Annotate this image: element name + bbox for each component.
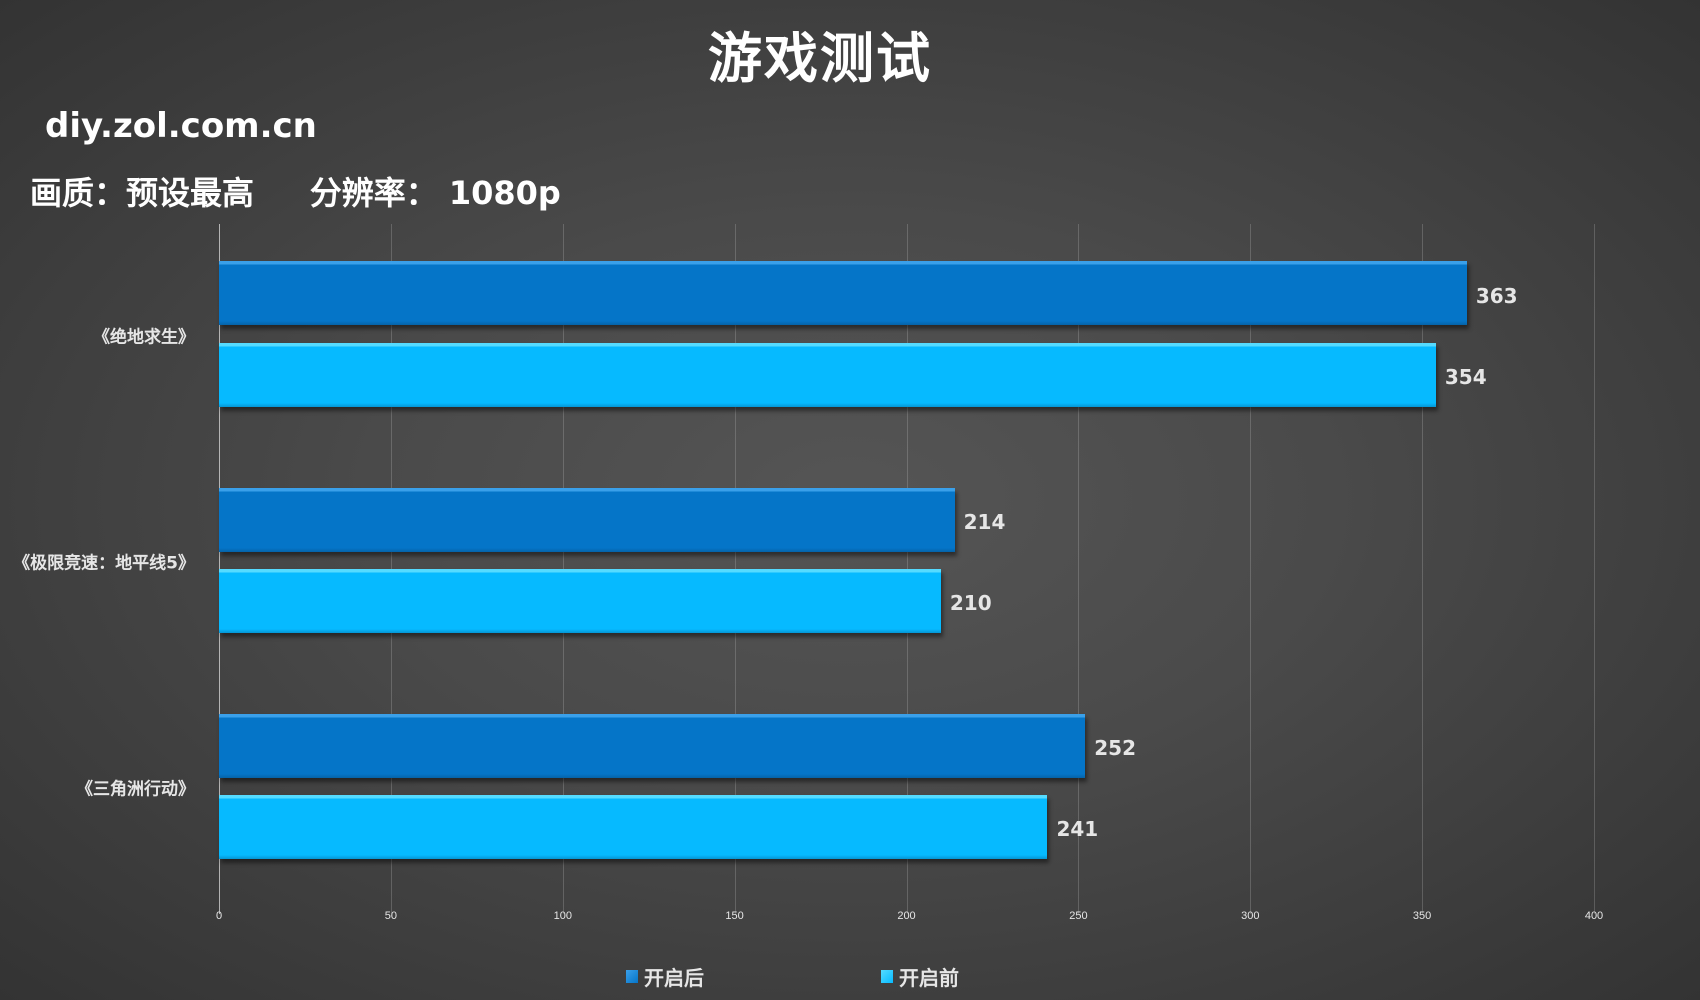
legend-label: 开启后 xyxy=(644,966,704,990)
bar-after xyxy=(219,261,1467,325)
bar-value-label: 214 xyxy=(963,510,1006,534)
bar-after xyxy=(219,488,955,552)
gridline xyxy=(1594,224,1595,914)
plot-area: 0 50 100 150 200 250 300 350 400 363 354… xyxy=(216,224,1603,922)
x-tick-label: 100 xyxy=(553,910,572,922)
test-settings: 画质：预设最高 分辨率： 1080p xyxy=(30,174,561,212)
category-label: 《三角洲行动》 xyxy=(76,779,195,800)
x-tick-label: 250 xyxy=(1069,910,1088,922)
x-tick-label: 0 xyxy=(215,910,223,922)
gridline xyxy=(1422,224,1424,914)
x-tick-label: 400 xyxy=(1584,910,1604,922)
legend-swatch-icon xyxy=(626,970,638,983)
x-tick-label: 300 xyxy=(1241,910,1260,922)
site-watermark: diy.zol.com.cn xyxy=(45,106,317,146)
bar-value-label: 252 xyxy=(1094,736,1136,760)
gridline xyxy=(1078,224,1080,914)
x-tick-label: 150 xyxy=(725,910,744,922)
chart-title: 游戏测试 xyxy=(708,27,932,90)
x-tick-label: 200 xyxy=(897,910,916,922)
x-tick-label: 350 xyxy=(1412,910,1432,922)
bar-value-label: 363 xyxy=(1475,284,1518,308)
category-label: 《极限竞速：地平线5》 xyxy=(13,553,195,574)
gridline xyxy=(1250,224,1252,914)
bar-value-label: 210 xyxy=(949,591,992,615)
bar-before xyxy=(219,343,1436,407)
bar-after xyxy=(219,714,1086,778)
bar-value-label: 241 xyxy=(1056,817,1099,841)
legend-swatch-icon xyxy=(881,970,893,983)
bar-before xyxy=(219,795,1048,859)
legend-label: 开启前 xyxy=(899,966,959,990)
x-tick-label: 50 xyxy=(384,910,398,922)
legend: 开启后 开启前 xyxy=(0,962,1700,992)
legend-item-after[interactable]: 开启后 xyxy=(626,962,704,991)
legend-item-before[interactable]: 开启前 xyxy=(881,962,959,991)
category-label: 《绝地求生》 xyxy=(93,327,195,348)
bar-before xyxy=(219,569,941,633)
bar-value-label: 354 xyxy=(1444,365,1487,389)
